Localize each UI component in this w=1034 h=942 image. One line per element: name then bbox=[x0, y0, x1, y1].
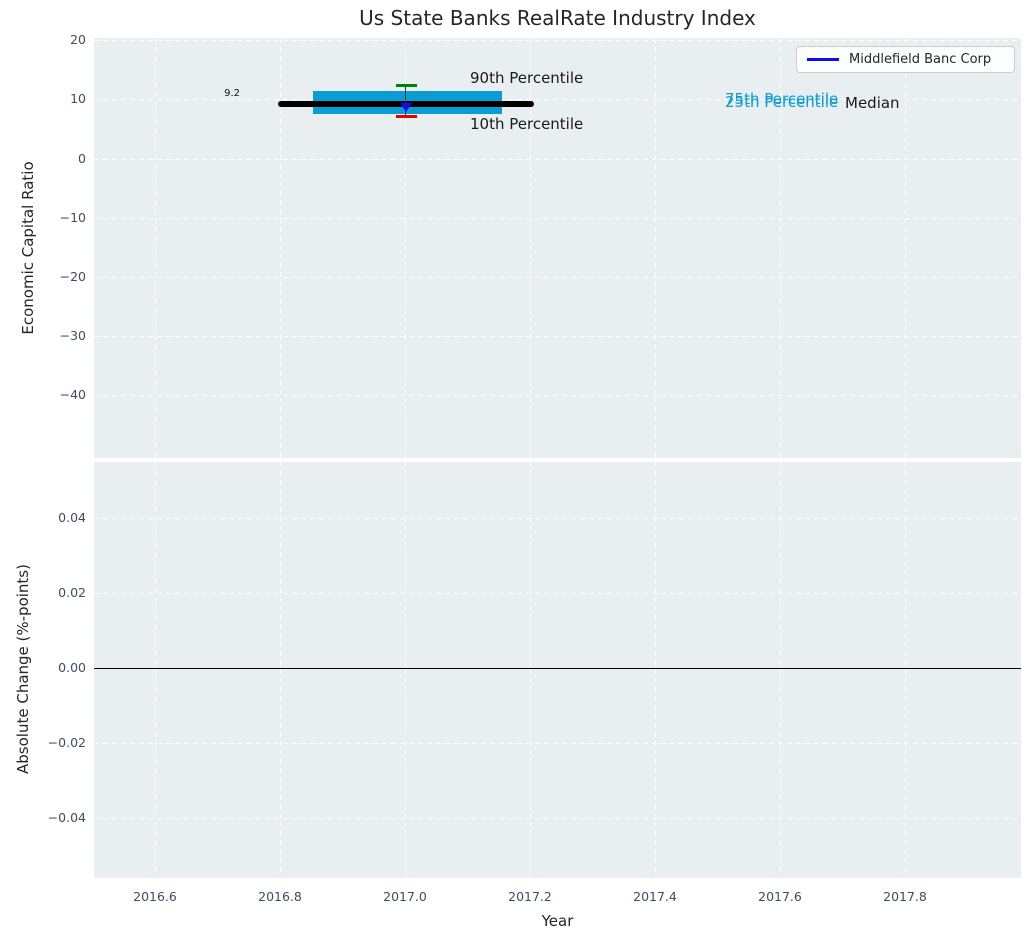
gridline-horizontal bbox=[94, 99, 1021, 100]
bottom-plot-area bbox=[94, 462, 1021, 878]
y-tick-label: −0.02 bbox=[47, 735, 86, 750]
gridline-vertical bbox=[280, 462, 281, 878]
top-plot-area: 9.2 90th Percentile 10th Percentile 75th… bbox=[94, 38, 1021, 458]
legend-label: Middlefield Banc Corp bbox=[849, 52, 992, 67]
company-value-marker bbox=[400, 103, 412, 112]
gridline-horizontal bbox=[94, 395, 1021, 396]
legend: Middlefield Banc Corp bbox=[796, 46, 1015, 73]
gridline-horizontal bbox=[94, 743, 1021, 744]
p90-annotation: 90th Percentile bbox=[470, 69, 584, 87]
gridline-vertical bbox=[155, 462, 156, 878]
y-tick-label: 0.00 bbox=[58, 660, 86, 675]
y-tick-label: −20 bbox=[59, 269, 86, 284]
gridline-horizontal bbox=[94, 277, 1021, 278]
median-annotation: Median bbox=[845, 94, 900, 112]
gridline-vertical bbox=[780, 462, 781, 878]
gridline-horizontal bbox=[94, 218, 1021, 219]
x-tick-label: 2016.6 bbox=[133, 889, 177, 904]
gridline-vertical bbox=[905, 462, 906, 878]
gridline-vertical bbox=[405, 462, 406, 878]
y-tick-label: −0.04 bbox=[47, 810, 86, 825]
gridline-vertical bbox=[655, 462, 656, 878]
gridline-vertical bbox=[655, 38, 656, 458]
chart-title: Us State Banks RealRate Industry Index bbox=[359, 6, 756, 30]
zero-reference-line bbox=[94, 667, 1021, 670]
median-value-annotation: 9.2 bbox=[224, 88, 240, 99]
gridline-horizontal bbox=[94, 159, 1021, 160]
y-tick-label: −30 bbox=[59, 328, 86, 343]
x-tick-label: 2016.8 bbox=[258, 889, 302, 904]
y-tick-label: 0 bbox=[78, 151, 86, 166]
p10-annotation: 10th Percentile bbox=[470, 115, 584, 133]
p75-annotation: 75th Percentile bbox=[725, 90, 839, 108]
gridline-vertical bbox=[280, 38, 281, 458]
p90-whisker-cap bbox=[396, 84, 417, 87]
p25-annotation: 25th Percentile bbox=[725, 93, 839, 111]
y-tick-label: 0.04 bbox=[58, 510, 86, 525]
p10-whisker-cap bbox=[396, 115, 417, 118]
x-tick-label: 2017.6 bbox=[758, 889, 802, 904]
legend-line-swatch bbox=[807, 58, 839, 61]
x-tick-label: 2017.0 bbox=[383, 889, 427, 904]
gridline-horizontal bbox=[94, 40, 1021, 41]
x-tick-label: 2017.8 bbox=[883, 889, 927, 904]
whisker-line bbox=[405, 86, 407, 117]
gridline-horizontal bbox=[94, 593, 1021, 594]
gridline-vertical bbox=[530, 462, 531, 878]
gridline-horizontal bbox=[94, 818, 1021, 819]
top-y-axis-label: Economic Capital Ratio bbox=[19, 161, 37, 335]
gridline-vertical bbox=[405, 38, 406, 458]
y-tick-label: 20 bbox=[70, 32, 86, 47]
y-tick-label: 0.02 bbox=[58, 585, 86, 600]
gridline-vertical bbox=[530, 38, 531, 458]
x-tick-label: 2017.4 bbox=[633, 889, 677, 904]
gridline-vertical bbox=[155, 38, 156, 458]
y-tick-label: −40 bbox=[59, 387, 86, 402]
gridline-horizontal bbox=[94, 518, 1021, 519]
gridline-horizontal bbox=[94, 336, 1021, 337]
gridline-vertical bbox=[905, 38, 906, 458]
y-tick-label: 10 bbox=[70, 91, 86, 106]
gridline-vertical bbox=[780, 38, 781, 458]
x-tick-label: 2017.2 bbox=[508, 889, 552, 904]
x-axis-label: Year bbox=[541, 912, 574, 930]
y-tick-label: −10 bbox=[59, 210, 86, 225]
